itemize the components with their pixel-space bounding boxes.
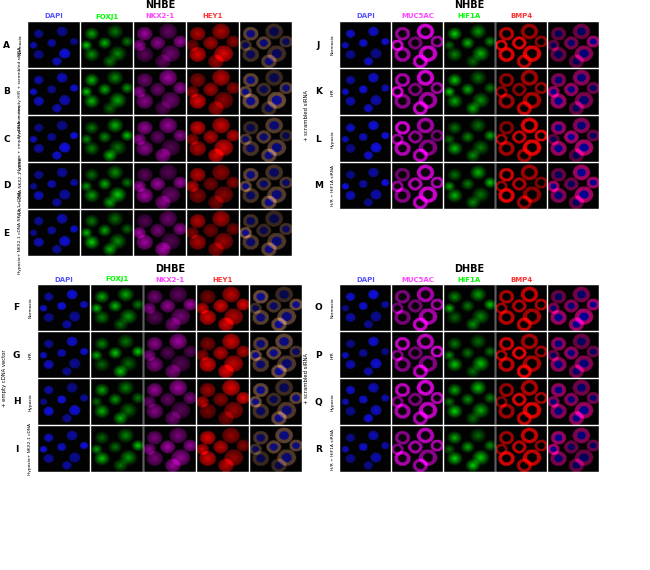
Text: O: O [315,303,322,312]
Text: Q: Q [315,397,322,406]
Text: H/R + HIF1A siRNA: H/R + HIF1A siRNA [330,165,335,206]
Text: merge: merge [561,14,586,19]
Text: MUC5AC: MUC5AC [401,276,434,283]
Text: Normoxia: Normoxia [18,35,23,55]
Text: J: J [317,40,320,50]
Text: B: B [3,88,10,96]
Text: Hypoxia + empty H/R + scrambled siRNA: Hypoxia + empty H/R + scrambled siRNA [18,47,23,137]
Text: HIF1A: HIF1A [458,276,481,283]
Text: Hypoxia + empty cDNA vector: Hypoxia + empty cDNA vector [18,106,23,172]
Text: Hypoxia: Hypoxia [29,393,32,411]
Text: H/R: H/R [29,351,32,359]
Text: E: E [3,229,10,238]
Text: P: P [315,351,322,360]
Text: DAPI: DAPI [356,14,375,19]
Text: FOXJ1: FOXJ1 [105,276,129,283]
Text: H/R + HIF1A siRNA: H/R + HIF1A siRNA [330,429,335,470]
Text: H/R + cDNA NKX2-1 siRNA: H/R + cDNA NKX2-1 siRNA [18,157,23,215]
Text: A: A [3,40,10,50]
Text: + empty cDNA vector: + empty cDNA vector [3,349,8,408]
Text: DAPI: DAPI [55,276,73,283]
Text: Normoxia: Normoxia [29,298,32,318]
Text: Hypoxia: Hypoxia [330,130,335,148]
Text: I: I [15,445,18,454]
Text: Normoxia: Normoxia [330,298,335,318]
Text: MUC5AC: MUC5AC [401,14,434,19]
Text: G: G [13,351,20,360]
Text: F: F [14,303,20,312]
Text: H/R: H/R [330,351,335,359]
Text: R: R [315,445,322,454]
Text: NKX2-1: NKX2-1 [146,14,175,19]
Text: M: M [314,181,323,190]
Text: merge: merge [561,276,586,283]
Text: H: H [13,397,20,406]
Text: HIF1A: HIF1A [458,14,481,19]
Text: H/R: H/R [330,88,335,96]
Text: DAPI: DAPI [45,14,64,19]
Text: BMP4: BMP4 [510,14,532,19]
Text: L: L [316,135,321,144]
Text: BMP4: BMP4 [510,276,532,283]
Text: DHBE: DHBE [155,263,185,274]
Text: + scrambled siRNA: + scrambled siRNA [304,353,309,404]
Text: Hypoxia: Hypoxia [330,393,335,411]
Text: NHBE: NHBE [454,1,485,10]
Text: FOXJ1: FOXJ1 [96,14,118,19]
Text: merge: merge [254,14,279,19]
Text: DHBE: DHBE [454,263,484,274]
Text: Hypoxia+ NKX2-1 cDNA: Hypoxia+ NKX2-1 cDNA [29,423,32,475]
Text: HEY1: HEY1 [203,14,223,19]
Text: HEY1: HEY1 [213,276,233,283]
Text: K: K [315,88,322,96]
Text: merge: merge [263,276,289,283]
Text: NHBE: NHBE [145,1,175,10]
Text: DAPI: DAPI [356,276,375,283]
Text: C: C [3,135,10,144]
Text: Normoxia: Normoxia [330,35,335,55]
Text: Hypoxia+ NKX2-1 cDNA NKX2-1 cDNA: Hypoxia+ NKX2-1 cDNA NKX2-1 cDNA [18,192,23,274]
Text: D: D [3,181,10,190]
Text: NKX2-1: NKX2-1 [155,276,185,283]
Text: + scrambled siRNA: + scrambled siRNA [304,90,309,141]
